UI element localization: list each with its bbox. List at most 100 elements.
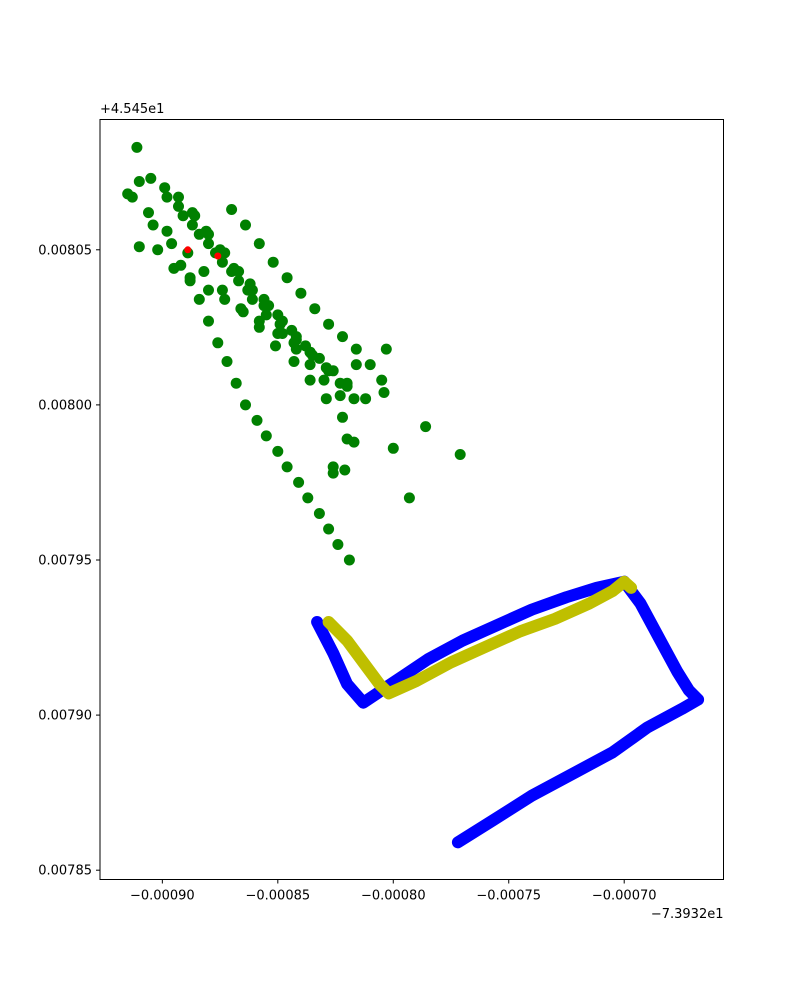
series-3 [184,246,222,260]
data-point [420,421,432,433]
data-point [145,172,157,184]
data-point [313,352,325,364]
data-point [304,346,316,358]
data-point [281,461,293,473]
data-point [304,359,316,371]
data-point [348,393,360,405]
data-point [304,374,316,386]
data-point [270,340,281,352]
y-axis: 0.00785 0.00790 0.00795 0.00800 0.00805 [38,243,100,879]
y-tick-label: 0.00800 [38,398,92,413]
data-point [216,256,228,268]
data-point [240,399,251,411]
data-point [341,377,353,389]
data-point [131,141,143,153]
y-tick-label: 0.00785 [38,864,92,879]
data-point [288,337,300,349]
data-point [380,343,392,355]
data-point [281,272,293,284]
x-tick-label: −0.00075 [476,889,541,904]
data-point [240,219,251,231]
data-point [378,387,390,398]
data-point [133,176,145,187]
data-point [200,225,212,237]
y-offset-label: +4.545e1 [100,102,164,117]
plot-layer [122,141,705,849]
data-point [272,309,284,321]
data-point [334,390,346,402]
data-point [327,467,339,479]
x-tick-label: −0.00090 [130,889,195,904]
data-point [364,359,376,371]
data-point [233,275,245,287]
data-point [350,359,362,371]
data-point [253,315,265,327]
data-point [323,523,335,535]
data-point [244,278,256,290]
data-point [152,244,164,256]
data-point [173,200,184,212]
data-point [122,188,134,200]
data-point [332,539,344,550]
data-point [186,207,198,219]
data-point [246,293,258,305]
data-point [203,284,214,296]
x-offset-label: −7.3932e1 [651,907,724,922]
data-point [237,306,249,318]
y-tick-label: 0.00805 [38,243,92,258]
x-tick-label: −0.00070 [592,889,657,904]
data-point [184,246,192,254]
data-point [267,256,279,268]
data-point [230,377,242,389]
y-tick-label: 0.00795 [38,553,92,568]
data-point [214,252,222,260]
data-point [350,343,362,355]
series-2 [122,141,466,566]
data-point [203,315,214,327]
data-point [403,492,415,504]
data-point [302,492,314,504]
data-point [318,374,330,386]
data-point [193,293,205,305]
x-tick-label: −0.00080 [361,889,426,904]
data-point [313,508,325,519]
data-point [228,262,240,274]
data-point [226,204,238,215]
data-point [327,365,339,377]
data-point [159,182,171,194]
data-point [203,238,214,250]
data-point [219,293,231,305]
y-tick-label: 0.00790 [38,709,92,724]
data-point [348,436,360,448]
series-1 [322,575,638,700]
data-point [186,219,198,231]
x-tick-label: −0.00085 [245,889,310,904]
data-point [168,262,180,274]
data-point [293,476,305,488]
data-point [288,356,300,367]
data-point [251,414,263,426]
data-point [166,238,178,250]
data-point [184,272,196,284]
x-axis: −0.00090 −0.00085 −0.00080 −0.00075 −0.00070 [130,879,657,904]
data-point [161,225,173,237]
data-point [360,393,372,405]
plot-frame [99,119,724,880]
series-track [322,575,638,700]
data-point [454,449,466,460]
data-point [286,324,298,336]
data-point [309,303,321,315]
data-point [253,238,265,250]
data-point [295,287,307,299]
data-point [272,328,284,339]
data-point [337,411,348,423]
data-point [133,241,145,253]
data-point [216,284,228,296]
data-point [320,393,332,405]
data-point [339,464,351,476]
data-point [177,210,189,222]
data-point [173,191,184,203]
data-point [376,374,388,386]
data-point [323,318,335,330]
